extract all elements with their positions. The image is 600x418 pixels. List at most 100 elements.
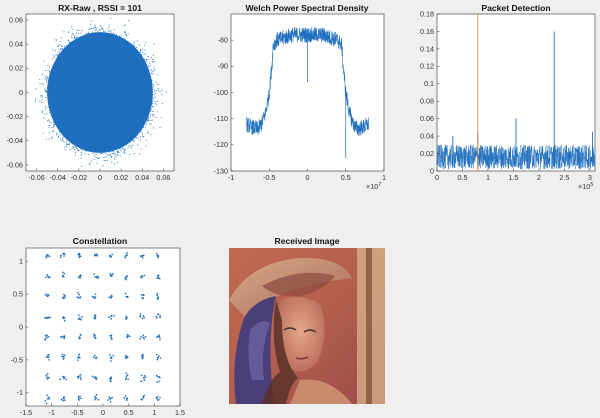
rx-raw-sample [111,155,113,157]
rx-raw-sample [115,156,117,158]
rx-raw-sample [60,137,62,139]
constellation-point [157,313,160,316]
rx-raw-sample [98,34,100,36]
rx-raw-sample [53,122,55,124]
rx-raw-sample [103,159,105,161]
rx-raw-sample [80,148,82,150]
rx-raw-sample [151,87,153,89]
subplot-packet-detection: Packet Detection 0 0.5 1 1.5 2 2.5 300.020.040… [420,3,596,191]
constellation-point [46,334,48,336]
rx-raw-sample [54,116,56,119]
constellation-point [93,334,96,337]
rx-raw-sample [146,60,148,62]
welch-psd-ytick-label: -90 [218,62,228,71]
constellation-point [158,334,160,337]
constellation-point [109,379,112,382]
constellation-point [112,354,115,357]
rx-raw-sample [121,141,124,143]
rx-raw-sample [71,44,73,46]
rx-raw-sample [59,44,61,46]
rx-raw-sample [146,113,148,116]
rx-raw-sample [64,146,66,148]
rx-raw-sample [56,120,58,122]
rx-raw-sample [121,147,123,149]
constellation-point [94,276,96,278]
welch-psd-xtick-label: 0.5 [341,173,351,182]
rx-raw-sample [155,90,157,92]
rx-raw-sample [49,71,51,73]
rx-raw-sample [73,147,75,149]
rx-raw-sample [81,39,84,41]
rx-raw-sample [96,154,98,156]
constellation-xtick-label: 1.5 [175,408,185,417]
rx-raw-sample [55,38,57,41]
rx-raw-sample [48,121,50,123]
rx-raw-sample [94,150,96,152]
rx-raw-sample [150,57,152,59]
rx-raw-sample [68,41,70,43]
constellation-point [143,374,146,377]
rx-raw-sample [56,63,58,65]
constellation-point [127,378,129,381]
rx-raw-sample [144,60,146,62]
rx-raw-sample [46,79,48,81]
rx-raw-sample [64,130,67,132]
rx-raw-sample [135,55,137,57]
constellation-point [142,395,145,398]
constellation-point [64,296,66,298]
constellation-point [144,376,147,379]
rx-raw-sample [86,33,88,35]
welch-psd-ytick-label: -110 [214,114,228,123]
rx-raw-sample [55,54,57,56]
rx-raw-sample [85,149,87,151]
rx-raw-sample [134,130,136,132]
rx-raw-sample [127,41,129,43]
packet-detection-plot-area [436,14,596,171]
rx-raw-sample [59,121,61,123]
rx-raw-sample [108,25,110,27]
rx-raw-sample [149,74,151,76]
rx-raw-sample [89,34,91,37]
constellation-point [63,335,66,337]
rx-raw-sample [78,42,80,44]
packet-detection-ytick-label: 0.02 [420,149,434,158]
constellation-point [126,374,129,376]
rx-raw-sample [113,163,116,165]
constellation-point [156,298,159,300]
rx-raw-sample [141,129,143,131]
rx-raw-sample [92,152,94,154]
constellation-point [125,276,128,278]
welch-psd-ytick-label: -100 [214,88,228,97]
rx-raw-sample [117,143,119,146]
rx-raw-sample [108,37,110,39]
constellation-point [59,378,62,381]
rx-raw-sample [91,38,93,40]
rx-raw-sample [131,137,133,139]
packet-detection-x-exponent: ×105 [578,182,593,191]
welch-psd-xtick-label: -1 [228,173,234,182]
constellation-point [44,337,47,340]
rx-raw-sample [72,44,74,46]
constellation-point [157,296,160,299]
rx-raw-sample [136,53,138,55]
rx-raw-sample [54,113,56,115]
rx-raw-sample [125,46,127,48]
rx-raw-sample [47,87,49,89]
welch-psd-ytick-label: -130 [214,166,228,175]
rx-raw-sample [149,123,151,125]
rx-raw-sample [132,133,134,135]
constellation-point [109,400,112,403]
rx-raw-sample [48,119,50,121]
rx-raw-sample [74,154,76,156]
rx-raw-sample [89,162,91,164]
rx-raw-sample [41,83,44,85]
rx-raw-sample [117,150,119,152]
rx-raw-sample [133,51,135,53]
constellation-point [143,316,146,319]
rx-raw-sample [132,52,134,54]
rx-raw-sample [148,76,150,78]
rx-raw-sample [139,50,141,52]
rx-raw-sample [70,140,72,142]
rx-raw-sample [51,85,53,88]
rx-raw-sample [41,96,43,98]
